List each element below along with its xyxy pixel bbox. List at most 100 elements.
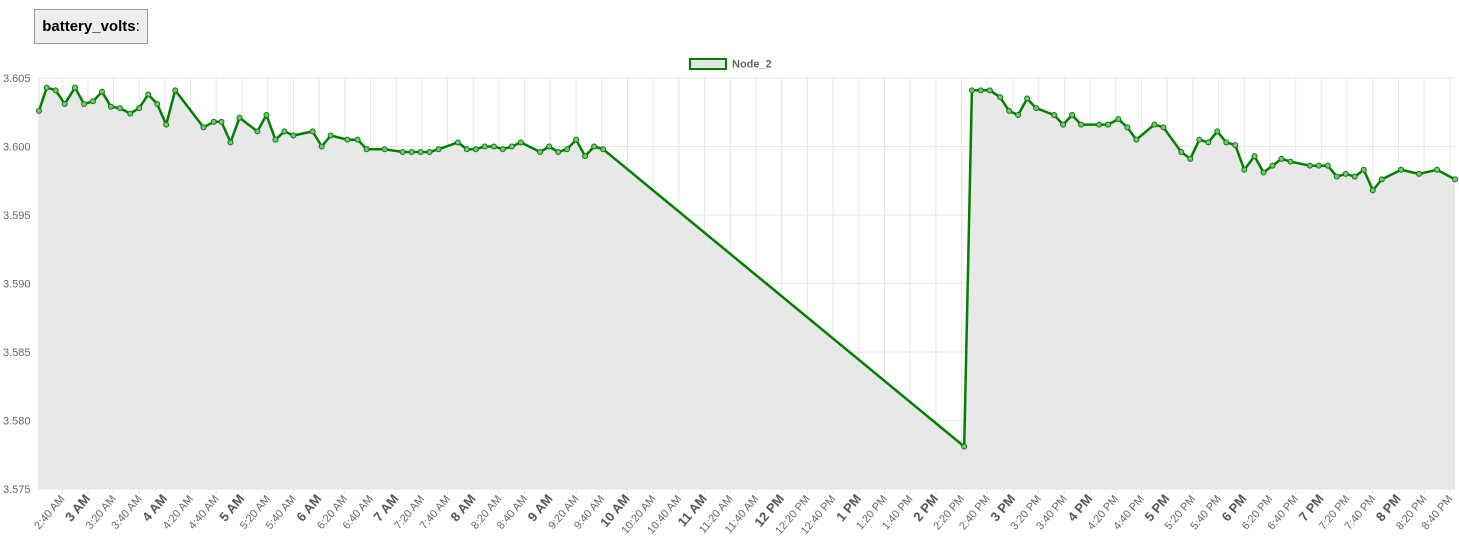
data-point <box>210 118 217 125</box>
data-point <box>463 146 470 153</box>
data-point <box>163 121 170 128</box>
data-point <box>1351 173 1358 180</box>
data-point <box>1033 105 1040 112</box>
data-point <box>1151 121 1158 128</box>
data-point <box>977 87 984 94</box>
data-point <box>417 148 424 155</box>
data-point <box>1241 166 1248 173</box>
y-tick-label: 3.595 <box>3 210 31 222</box>
data-point <box>564 146 571 153</box>
series-line <box>37 86 1456 448</box>
data-point <box>381 146 388 153</box>
data-point <box>968 87 975 94</box>
data-point <box>52 87 59 94</box>
data-point <box>408 148 415 155</box>
data-point <box>986 87 993 94</box>
data-point <box>1115 116 1122 123</box>
data-point <box>154 101 161 108</box>
data-point <box>1178 148 1185 155</box>
data-point <box>1360 166 1367 173</box>
data-point <box>1232 142 1239 149</box>
data-point <box>227 139 234 146</box>
y-tick-label: 3.605 <box>3 73 31 85</box>
data-point <box>1287 158 1294 165</box>
data-point <box>71 84 78 91</box>
data-point <box>1187 155 1194 162</box>
data-point <box>1416 170 1423 177</box>
data-point <box>426 148 433 155</box>
data-point <box>546 143 553 150</box>
data-point <box>961 443 968 450</box>
data-point <box>1096 121 1103 128</box>
data-point <box>1306 162 1313 169</box>
legend-label: Node_2 <box>732 59 772 71</box>
data-point <box>1015 111 1022 118</box>
data-point <box>236 114 243 121</box>
data-point <box>1133 136 1140 143</box>
data-point <box>1269 162 1276 169</box>
data-point <box>281 128 288 135</box>
data-point <box>1124 124 1131 131</box>
data-point <box>1278 155 1285 162</box>
data-point <box>218 118 225 125</box>
data-point <box>1434 166 1441 173</box>
data-point <box>499 146 506 153</box>
data-point <box>997 94 1004 101</box>
y-tick-label: 3.580 <box>3 416 31 428</box>
data-point <box>1006 107 1013 114</box>
data-point <box>1260 169 1267 176</box>
data-point <box>1251 153 1258 160</box>
data-point <box>508 143 515 150</box>
y-tick-label: 3.600 <box>3 142 31 154</box>
data-point <box>318 143 325 150</box>
data-point <box>136 105 143 112</box>
data-point <box>1105 121 1112 128</box>
data-point <box>116 105 123 112</box>
data-point <box>1069 111 1076 118</box>
data-point <box>344 136 351 143</box>
data-point <box>537 148 544 155</box>
data-point <box>1214 128 1221 135</box>
data-point <box>490 143 497 150</box>
data-point <box>399 148 406 155</box>
y-tick-label: 3.590 <box>3 279 31 291</box>
data-point <box>517 139 524 146</box>
data-point <box>263 111 270 118</box>
y-tick-label: 3.585 <box>3 347 31 359</box>
area-fill <box>39 87 1455 489</box>
data-point <box>1378 176 1385 183</box>
data-point <box>1078 121 1085 128</box>
data-point <box>591 143 598 150</box>
data-point <box>127 110 134 117</box>
title-label: battery_volts <box>42 18 136 35</box>
data-point <box>573 136 580 143</box>
data-point <box>1315 162 1322 169</box>
title-suffix: : <box>135 18 140 35</box>
data-point <box>1051 111 1058 118</box>
data-point <box>98 88 105 95</box>
y-tick-label: 3.575 <box>3 484 31 496</box>
legend-swatch <box>689 58 727 70</box>
data-point <box>435 146 442 153</box>
data-point <box>36 107 42 114</box>
data-point <box>107 103 114 110</box>
data-point <box>600 146 607 153</box>
data-point <box>1205 139 1212 146</box>
data-point <box>582 153 589 160</box>
data-point <box>363 146 370 153</box>
data-point <box>327 132 334 139</box>
data-point <box>254 128 261 135</box>
title-box: battery_volts: <box>34 9 148 44</box>
data-point <box>472 146 479 153</box>
data-point <box>145 91 152 98</box>
data-point <box>1223 139 1230 146</box>
data-point <box>1324 162 1331 169</box>
data-point <box>172 87 179 94</box>
data-point <box>1196 136 1203 143</box>
data-point <box>1398 166 1405 173</box>
x-tick-label: 2:40 AM <box>32 493 67 532</box>
data-point <box>43 84 50 91</box>
data-point <box>61 101 68 108</box>
data-point <box>1342 170 1349 177</box>
